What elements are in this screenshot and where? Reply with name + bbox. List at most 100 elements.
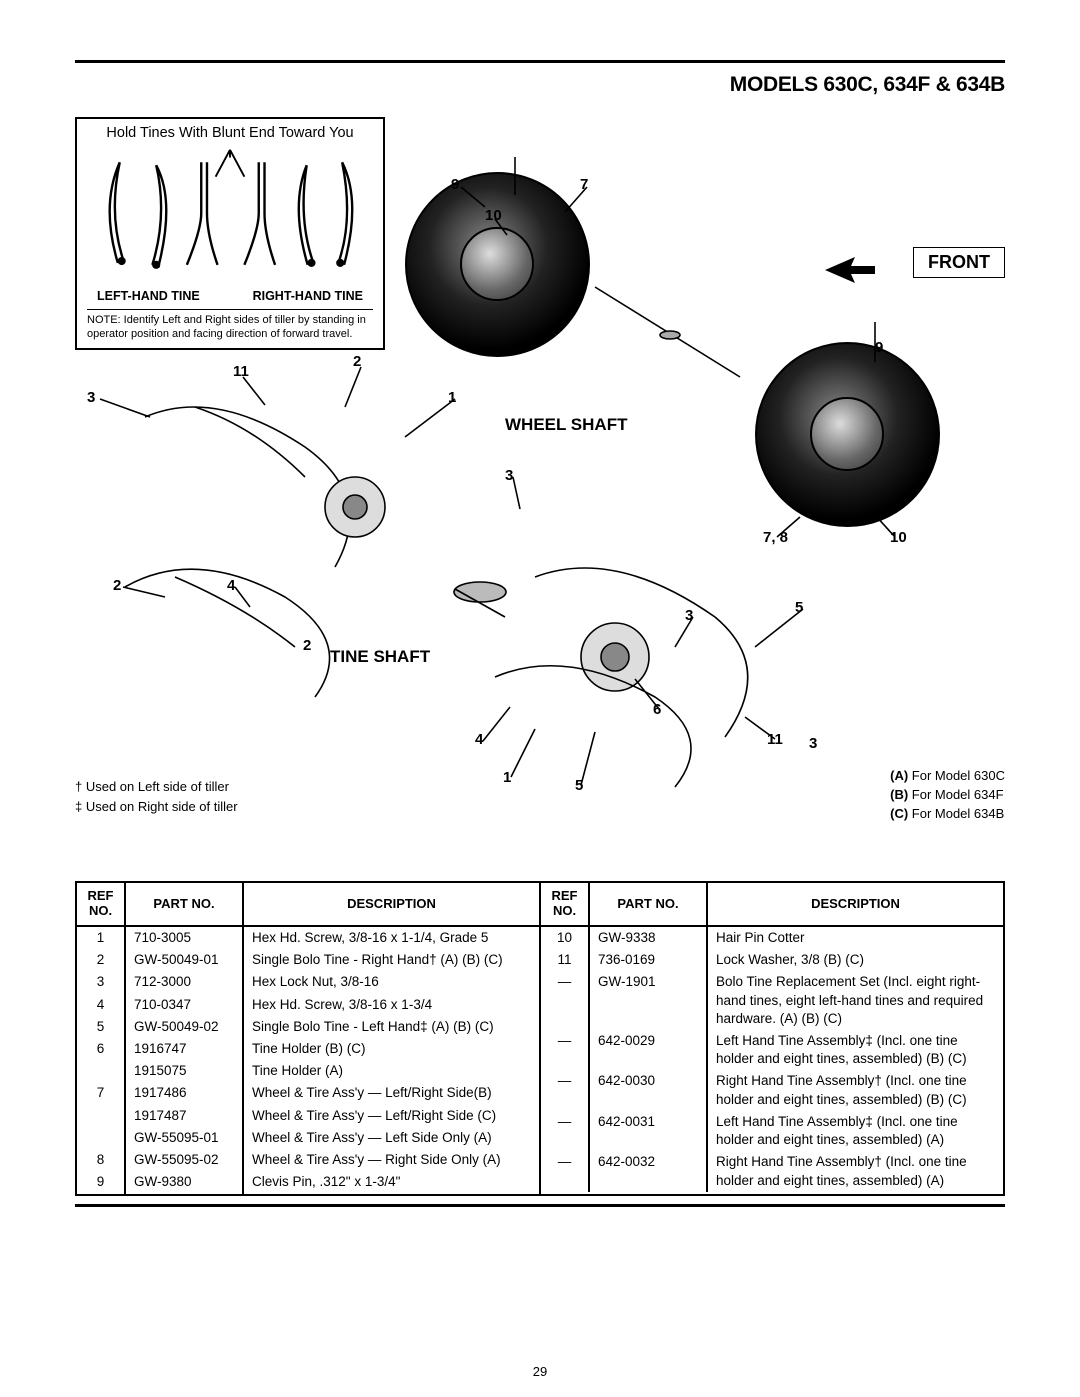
th-desc: DESCRIPTION: [243, 883, 539, 926]
cell-partno: 710-0347: [125, 994, 243, 1016]
cell-desc: Wheel & Tire Ass'y — Left/Right Side (C): [243, 1105, 539, 1127]
bottom-rule: [75, 1204, 1005, 1207]
cell-partno: GW-9380: [125, 1171, 243, 1193]
th-partno: PART NO.: [589, 883, 707, 926]
cell-partno: 642-0030: [589, 1070, 707, 1110]
footnote-left-2: ‡ Used on Right side of tiller: [75, 797, 238, 817]
cell-desc: Right Hand Tine Assembly† (Incl. one tin…: [707, 1151, 1003, 1191]
table-row: GW-55095-01Wheel & Tire Ass'y — Left Sid…: [77, 1127, 539, 1149]
callout-number: 4: [227, 577, 235, 594]
cell-ref: 5: [77, 1016, 125, 1038]
table-row: 5GW-50049-02Single Bolo Tine - Left Hand…: [77, 1016, 539, 1038]
cell-desc: Clevis Pin, .312" x 1-3/4": [243, 1171, 539, 1193]
th-desc: DESCRIPTION: [707, 883, 1003, 926]
table-row: —642-0030Right Hand Tine Assembly† (Incl…: [541, 1070, 1003, 1110]
cell-ref: 11: [541, 949, 589, 971]
cell-desc: Right Hand Tine Assembly† (Incl. one tin…: [707, 1070, 1003, 1110]
table-row: 2GW-50049-01Single Bolo Tine - Right Han…: [77, 949, 539, 971]
cell-desc: Wheel & Tire Ass'y — Left Side Only (A): [243, 1127, 539, 1149]
callout-number: 5: [795, 599, 803, 616]
cell-ref: 2: [77, 949, 125, 971]
tine-orientation-box: Hold Tines With Blunt End Toward You: [75, 117, 385, 350]
table-row: 11736-0169Lock Washer, 3/8 (B) (C): [541, 949, 1003, 971]
table-row: 3712-3000Hex Lock Nut, 3/8-16: [77, 971, 539, 993]
callout-number: 9: [875, 339, 883, 356]
callout-number: 3: [685, 607, 693, 624]
tine-shapes-svg: [91, 145, 369, 285]
table-row: 9GW-9380Clevis Pin, .312" x 1-3/4": [77, 1171, 539, 1193]
table-row: 10GW-9338Hair Pin Cotter: [541, 926, 1003, 949]
cell-ref: —: [541, 1030, 589, 1070]
cell-partno: 642-0029: [589, 1030, 707, 1070]
cell-ref: 9: [77, 1171, 125, 1193]
page-title: MODELS 630C, 634F & 634B: [75, 73, 1005, 97]
table-row: 61916747Tine Holder (B) (C): [77, 1038, 539, 1060]
cell-partno: GW-50049-02: [125, 1016, 243, 1038]
callout-number: 11: [767, 731, 783, 748]
callout-number: 3: [809, 735, 817, 752]
callout-number: 3: [505, 467, 513, 484]
table-row: 1917487Wheel & Tire Ass'y — Left/Right S…: [77, 1105, 539, 1127]
callout-number: 1: [448, 389, 456, 406]
cell-desc: Single Bolo Tine - Right Hand† (A) (B) (…: [243, 949, 539, 971]
cell-ref: 7: [77, 1082, 125, 1104]
cell-partno: 710-3005: [125, 926, 243, 949]
callout-number: 3: [87, 389, 95, 406]
right-hand-tine-label: RIGHT-HAND TINE: [253, 289, 363, 303]
cell-ref: —: [541, 1070, 589, 1110]
callout-number: 5: [575, 777, 583, 794]
footnotes-right: (A) For Model 630C (B) For Model 634F (C…: [890, 767, 1005, 824]
cell-partno: 1916747: [125, 1038, 243, 1060]
callout-number: 4: [475, 731, 483, 748]
parts-table: REFNO. PART NO. DESCRIPTION 1710-3005Hex…: [75, 881, 1005, 1196]
tine-illustration: [87, 145, 373, 285]
cell-ref: 6: [77, 1038, 125, 1060]
callout-number: 6: [653, 701, 661, 718]
cell-desc: Left Hand Tine Assembly‡ (Incl. one tine…: [707, 1030, 1003, 1070]
table-row: 4710-0347Hex Hd. Screw, 3/8-16 x 1-3/4: [77, 994, 539, 1016]
footnote-right-c: (C) For Model 634B: [890, 805, 1005, 824]
left-hand-tine-label: LEFT-HAND TINE: [97, 289, 200, 303]
footnote-right-b: (B) For Model 634F: [890, 786, 1005, 805]
cell-desc: Left Hand Tine Assembly‡ (Incl. one tine…: [707, 1111, 1003, 1151]
th-partno: PART NO.: [125, 883, 243, 926]
callout-number: 7: [580, 176, 588, 193]
page: MODELS 630C, 634F & 634B Hold Tines With…: [75, 60, 1005, 1367]
parts-table-right: REFNO. PART NO. DESCRIPTION 10GW-9338Hai…: [541, 883, 1003, 1194]
cell-ref: —: [541, 1151, 589, 1191]
table-row: —642-0031Left Hand Tine Assembly‡ (Incl.…: [541, 1111, 1003, 1151]
cell-desc: Single Bolo Tine - Left Hand‡ (A) (B) (C…: [243, 1016, 539, 1038]
tine-shaft-label: TINE SHAFT: [330, 647, 430, 667]
wheel-shaft-label: WHEEL SHAFT: [505, 415, 627, 435]
callout-number: 2: [113, 577, 121, 594]
th-ref: REFNO.: [541, 883, 589, 926]
cell-ref: 1: [77, 926, 125, 949]
table-row: 8GW-55095-02Wheel & Tire Ass'y — Right S…: [77, 1149, 539, 1171]
cell-partno: 736-0169: [589, 949, 707, 971]
cell-partno: 642-0032: [589, 1151, 707, 1191]
cell-desc: Wheel & Tire Ass'y — Left/Right Side(B): [243, 1082, 539, 1104]
table-row: —642-0032Right Hand Tine Assembly† (Incl…: [541, 1151, 1003, 1191]
table-row: —642-0029Left Hand Tine Assembly‡ (Incl.…: [541, 1030, 1003, 1070]
cell-ref: 10: [541, 926, 589, 949]
cell-partno: GW-50049-01: [125, 949, 243, 971]
cell-ref: 4: [77, 994, 125, 1016]
cell-ref: 8: [77, 1149, 125, 1171]
table-row: 1710-3005Hex Hd. Screw, 3/8-16 x 1-1/4, …: [77, 926, 539, 949]
cell-desc: Bolo Tine Replacement Set (Incl. eight r…: [707, 971, 1003, 1030]
cell-partno: 1917487: [125, 1105, 243, 1127]
callout-number: 2: [353, 353, 361, 370]
callout-number: 11: [233, 363, 249, 380]
cell-ref: 3: [77, 971, 125, 993]
callout-number: 1: [503, 769, 511, 786]
cell-ref: [77, 1105, 125, 1127]
footnotes-left: † Used on Left side of tiller ‡ Used on …: [75, 777, 238, 816]
footnote-left-1: † Used on Left side of tiller: [75, 777, 238, 797]
front-arrow-icon: [825, 255, 875, 290]
cell-partno: GW-55095-02: [125, 1149, 243, 1171]
cell-desc: Hex Lock Nut, 3/8-16: [243, 971, 539, 993]
cell-ref: —: [541, 1111, 589, 1151]
top-rule: [75, 60, 1005, 63]
callout-number: 7, 8: [763, 529, 788, 546]
tine-note: NOTE: Identify Left and Right sides of t…: [87, 309, 373, 342]
